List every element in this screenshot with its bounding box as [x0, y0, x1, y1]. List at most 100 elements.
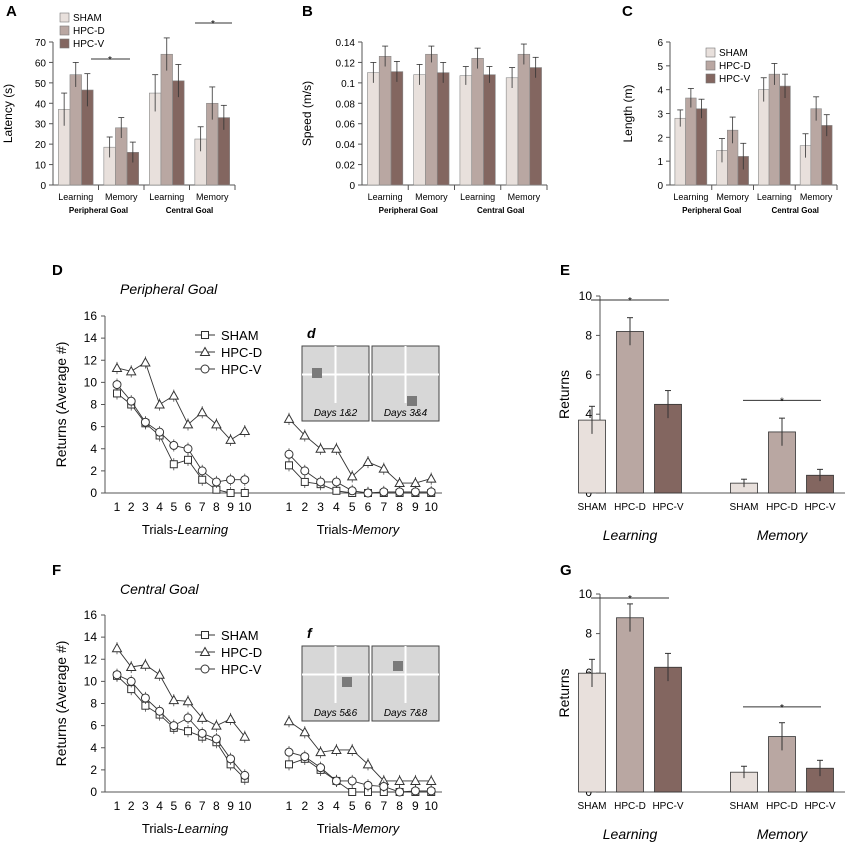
point-hpc-v	[347, 486, 357, 496]
point-hpc-d	[425, 473, 437, 483]
x-category-label: Learning	[58, 192, 93, 202]
x-axis-label-prefix: Trials-	[317, 821, 353, 836]
bar-hpc-v	[654, 666, 682, 793]
point-hpc-v	[183, 444, 193, 454]
x-category-label: Learning	[757, 192, 792, 202]
point-hpc-d	[196, 406, 208, 417]
y-tick-label: 4	[90, 741, 97, 755]
panel-letter: E	[560, 262, 570, 279]
y-tick-label: 12	[84, 652, 98, 666]
bar-hpc-d	[471, 58, 484, 186]
y-axis-label: Length (m)	[621, 84, 635, 142]
x-axis-label-prefix: Trials-	[142, 522, 178, 537]
x-tick-label-learning: 1	[114, 799, 121, 813]
point-hpc-v	[226, 475, 236, 485]
y-tick-label: 0.06	[336, 120, 356, 131]
point-hpc-d	[346, 744, 358, 754]
point-hpc-d	[283, 715, 295, 726]
bar-hpc-d	[69, 74, 82, 186]
point-hpc-v	[169, 721, 179, 731]
point-hpc-d	[196, 712, 208, 722]
point-hpc-v	[211, 734, 221, 744]
y-tick-label: 0	[349, 181, 355, 192]
x-category-label: HPC-V	[652, 801, 683, 812]
y-axis-label: Returns	[556, 668, 572, 717]
y-tick-label: 14	[84, 331, 98, 345]
legend-marker-hpc-v	[200, 364, 210, 374]
significance-star: *	[211, 19, 215, 30]
significance-star: *	[628, 296, 632, 307]
y-tick-label: 0	[657, 181, 663, 192]
x-tick-label-memory: 5	[349, 500, 356, 514]
x-tick-label-learning: 3	[142, 500, 149, 514]
point-sham	[169, 460, 178, 469]
bar-hpc-v	[695, 108, 708, 186]
point-sham	[348, 788, 357, 796]
point-sham	[285, 760, 293, 769]
y-axis-label: Returns (Average #)	[53, 641, 69, 767]
panel-letter: F	[52, 562, 61, 579]
y-tick-label: 60	[35, 58, 47, 69]
y-tick-label: 0.08	[336, 99, 356, 110]
x-category-label: Memory	[196, 192, 229, 202]
point-sham	[198, 475, 207, 484]
x-tick-label-memory: 8	[396, 799, 403, 813]
x-tick-label-learning: 5	[170, 799, 177, 813]
legend-label: HPC-V	[719, 74, 750, 85]
y-axis-label: Latency (s)	[1, 84, 15, 143]
bar-hpc-d	[685, 97, 697, 186]
x-category-label: Learning	[149, 192, 184, 202]
bar-sham	[367, 72, 380, 186]
x-axis-label-memory: Trials-Memory	[317, 821, 401, 836]
legend-marker-hpc-v	[200, 664, 210, 674]
goal-location-marker	[312, 368, 322, 378]
panel-A: A 0 10 20 30 40 50 60 70 Latency (s) Learning Memor…	[1, 3, 236, 215]
y-tick-label: 8	[90, 398, 97, 412]
legend-marker-sham	[201, 631, 209, 639]
x-tick-label-memory: 4	[333, 500, 340, 514]
point-hpc-v	[155, 427, 165, 437]
legend-label: SHAM	[719, 48, 748, 59]
legend-label: HPC-V	[221, 662, 262, 677]
point-hpc-v	[316, 763, 326, 773]
inset-label: Days 3&4	[384, 408, 428, 419]
x-category-label: HPC-V	[804, 502, 835, 513]
y-tick-label: 6	[90, 719, 97, 733]
legend-label: HPC-V	[73, 39, 104, 50]
x-tick-label-learning: 8	[213, 799, 220, 813]
x-tick-label-memory: 3	[317, 500, 324, 514]
point-hpc-d	[331, 744, 342, 754]
x-tick-label-learning: 1	[114, 500, 121, 514]
point-hpc-d	[168, 390, 180, 400]
point-sham	[184, 455, 192, 464]
x-axis-label-learning: Trials-Learning	[142, 522, 229, 537]
panel-letter: G	[560, 562, 572, 579]
y-tick-label: 4	[657, 86, 663, 97]
inset-letter: d	[307, 325, 316, 341]
legend-swatch-sham	[59, 12, 70, 23]
point-hpc-v	[211, 477, 221, 487]
x-category-label: Memory	[105, 192, 138, 202]
y-tick-label: 10	[579, 587, 593, 601]
legend-label: SHAM	[73, 13, 102, 24]
x-group-label: Memory	[757, 826, 809, 842]
legend-swatch-sham	[705, 47, 716, 58]
inset-label: Days 1&2	[314, 408, 358, 419]
point-hpc-v	[126, 396, 136, 406]
x-tick-label-memory: 2	[301, 500, 308, 514]
series-line-sham	[116, 675, 246, 780]
legend-swatch-hpc-d	[59, 25, 70, 36]
bar-hpc-v	[483, 74, 496, 186]
significance-star: *	[628, 594, 632, 605]
point-hpc-d	[394, 775, 405, 785]
y-tick-label: 0	[40, 181, 46, 192]
point-hpc-d	[239, 425, 251, 436]
point-hpc-d	[362, 456, 374, 467]
point-hpc-v	[379, 487, 389, 497]
legend-label: HPC-D	[221, 345, 262, 360]
point-hpc-v	[331, 776, 341, 786]
x-group-label: Peripheral Goal	[682, 206, 741, 215]
x-axis-label-phase: Memory	[352, 522, 400, 537]
y-tick-label: 0.14	[336, 38, 356, 49]
x-group-label: Learning	[603, 826, 658, 842]
